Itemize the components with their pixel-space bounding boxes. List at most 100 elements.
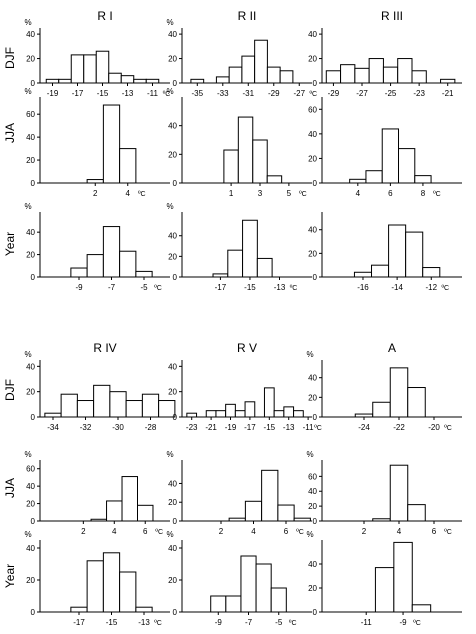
histogram-bar xyxy=(244,401,256,418)
x-tick-label: 6 xyxy=(388,189,393,198)
y-axis-label: % xyxy=(166,530,173,539)
y-tick-label: 40 xyxy=(308,226,317,235)
y-axis-label: % xyxy=(306,530,313,539)
y-tick-label: 20 xyxy=(26,500,35,509)
x-tick-label: -17 xyxy=(215,283,227,292)
y-tick-label: 0 xyxy=(313,517,318,526)
y-tick-label: 0 xyxy=(313,273,318,282)
histogram-bar xyxy=(293,410,304,418)
y-tick-label: 0 xyxy=(31,517,36,526)
x-tick-label: -11 xyxy=(361,618,373,627)
histogram-bar xyxy=(102,552,121,613)
y-tick-label: 0 xyxy=(173,413,178,422)
histogram-bar xyxy=(58,78,72,84)
y-tick-label: 40 xyxy=(26,30,35,39)
x-tick-label: 8 xyxy=(421,189,426,198)
histogram-bar xyxy=(83,54,97,84)
histogram-bar xyxy=(273,410,285,418)
histogram-bar xyxy=(109,391,127,418)
x-tick-label: -14 xyxy=(391,283,403,292)
row-labels: DJF JJA Year DJF JJA Year xyxy=(3,47,17,588)
histogram-bar xyxy=(397,58,413,84)
column-title: R IV xyxy=(93,341,116,355)
y-tick-label: 20 xyxy=(168,150,177,159)
panel-r2-djf: 0 20 40% -35 -33 -31 -29 -27 ºC xyxy=(166,18,317,98)
panel-r3-jja: 0 20 40 60 4 6 8 ºC xyxy=(308,97,462,198)
y-tick-label: 60 xyxy=(308,472,317,481)
x-tick-label: 2 xyxy=(362,527,367,536)
histogram-bar xyxy=(210,595,227,613)
histogram-bar xyxy=(266,66,281,84)
x-tick-label: -11 xyxy=(303,423,315,432)
y-tick-label: 20 xyxy=(308,249,317,258)
y-tick-label: 0 xyxy=(173,179,178,188)
y-tick-label: 20 xyxy=(168,252,177,261)
y-tick-label: 60 xyxy=(26,110,35,119)
x-tick-label: 2 xyxy=(93,189,98,198)
histogram-bar xyxy=(388,224,407,278)
panel-a-year: 0 20 40% -11 -9 ºC xyxy=(306,530,462,627)
y-tick-label: 0 xyxy=(31,179,36,188)
histogram-bar xyxy=(368,58,384,84)
y-tick-label: 40 xyxy=(168,122,177,131)
y-tick-label: 20 xyxy=(308,584,317,593)
x-tick-label: -9 xyxy=(75,283,83,292)
histogram-bar xyxy=(227,249,244,278)
y-tick-label: 0 xyxy=(173,608,178,617)
x-tick-label: -27 xyxy=(356,89,368,98)
x-tick-label: -11 xyxy=(147,89,159,98)
y-tick-label: 40 xyxy=(308,30,317,39)
y-tick-label: 20 xyxy=(308,502,317,511)
row-label: Year xyxy=(3,232,17,256)
histogram-bar xyxy=(382,66,399,84)
histogram-bar xyxy=(266,175,283,184)
histogram-bar xyxy=(354,67,370,84)
panel-a-djf: 0 20 40% -24 -22 -20 ºC xyxy=(306,350,462,432)
histogram-bar xyxy=(228,66,243,84)
histogram-bar xyxy=(106,500,123,522)
y-tick-label: 40 xyxy=(26,362,35,371)
histogram-bar xyxy=(411,604,432,613)
column-title: A xyxy=(388,341,396,355)
y-tick-label: 40 xyxy=(308,374,317,383)
x-tick-label: 6 xyxy=(284,527,289,536)
x-tick-label: 4 xyxy=(397,527,402,536)
panel-r5-jja: 0 20 40% 2 4 6 ºC xyxy=(166,450,312,536)
panel-r1-year: 0 20 40% -9 -7 -5 ºC xyxy=(24,202,170,292)
y-tick-label: 40 xyxy=(26,133,35,142)
y-tick-label: 40 xyxy=(168,362,177,371)
histogram-bar xyxy=(135,270,153,278)
y-tick-label: 40 xyxy=(308,560,317,569)
histogram-bar xyxy=(121,476,138,522)
y-tick-label: 20 xyxy=(308,55,317,64)
x-unit-label: ºC xyxy=(299,191,307,198)
y-axis-label: % xyxy=(24,530,31,539)
panel-a-jja: 0 20 40 60% 2 4 6 ºC xyxy=(306,450,462,536)
column-title: R III xyxy=(381,9,403,23)
y-tick-label: 20 xyxy=(26,251,35,260)
histogram-bar xyxy=(137,504,154,522)
histogram-bar xyxy=(102,226,121,278)
histogram-bar xyxy=(261,469,279,522)
histogram-bar xyxy=(186,412,198,418)
y-axis-label: % xyxy=(166,87,173,96)
histogram-bar xyxy=(215,76,230,84)
histogram-bar xyxy=(374,567,395,613)
histogram-bar xyxy=(256,257,273,278)
y-tick-label: 0 xyxy=(313,79,318,88)
y-axis-label: % xyxy=(24,202,31,211)
x-tick-label: 4 xyxy=(251,527,256,536)
histogram-bar xyxy=(135,606,153,613)
histogram-bar xyxy=(119,250,137,278)
histogram-bar xyxy=(414,175,432,184)
x-tick-label: -13 xyxy=(122,89,134,98)
y-tick-label: 0 xyxy=(31,608,36,617)
panel-r2-jja: 0 20 40% 1 3 5 ºC xyxy=(166,87,312,198)
y-axis-label: % xyxy=(166,450,173,459)
histogram-bar xyxy=(254,39,268,84)
x-tick-label: -9 xyxy=(399,618,407,627)
y-tick-label: 0 xyxy=(31,413,36,422)
x-tick-label: -13 xyxy=(138,618,150,627)
histogram-bar xyxy=(263,387,275,418)
